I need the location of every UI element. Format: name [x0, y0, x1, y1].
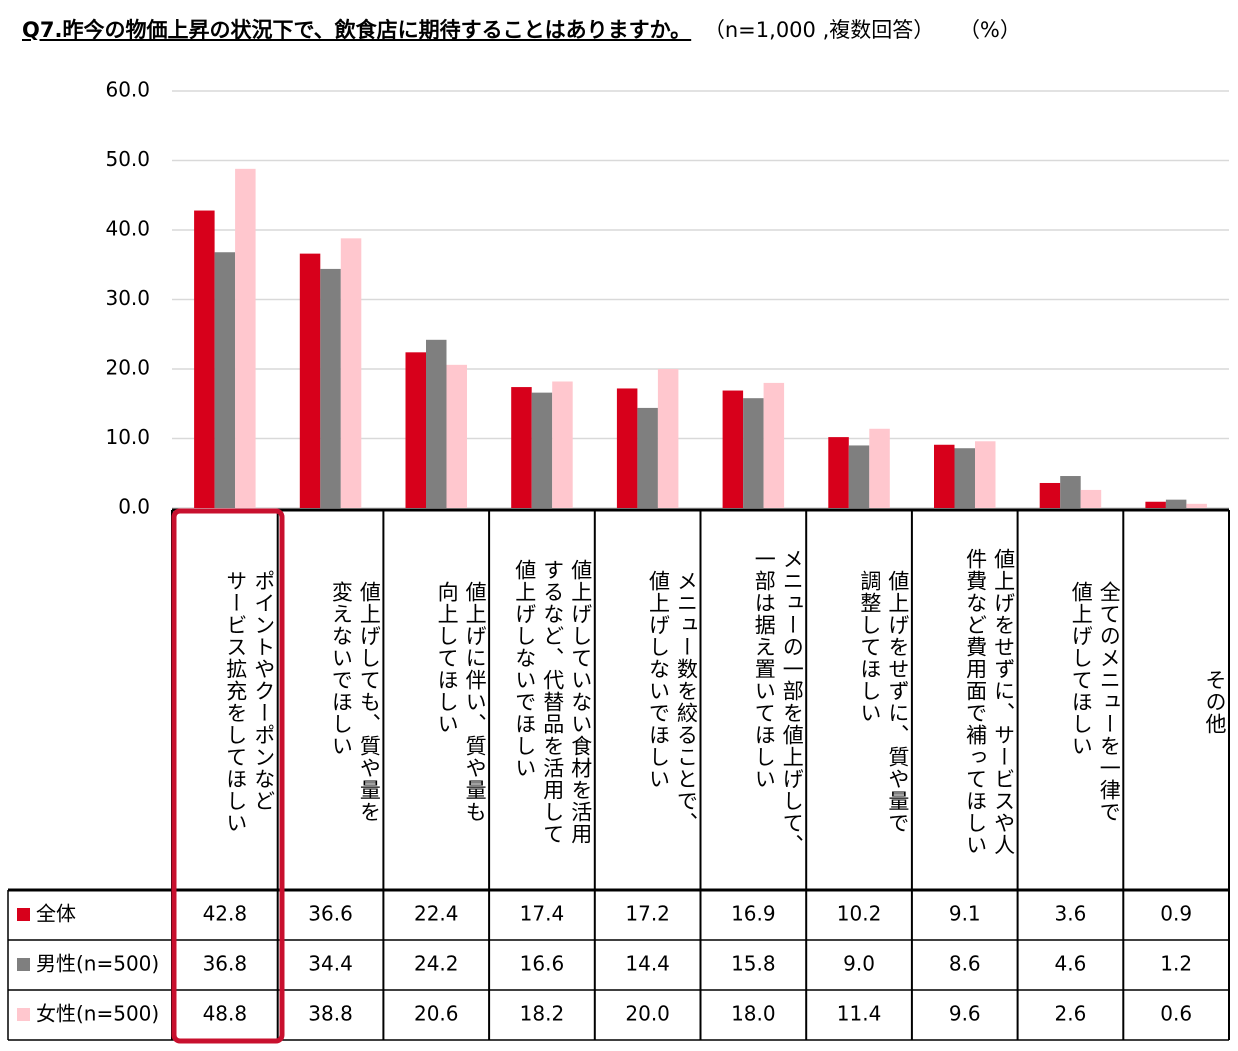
legend-label: 女性(n=500): [36, 1002, 159, 1026]
highlight-box: [171, 508, 285, 1044]
table-value: 20.0: [625, 1002, 670, 1026]
bar: [1060, 476, 1081, 508]
y-tick-label: 60.0: [105, 78, 150, 102]
legend-swatch: [17, 1008, 30, 1021]
category-label: 全てのメニューを一律で 値上げしてほしい: [1069, 581, 1122, 823]
category-label: 値上げをせずに、サービスや人 件費など費用面で補ってほしい: [963, 548, 1016, 856]
table-value: 34.4: [308, 952, 353, 976]
table-value: 1.2: [1160, 952, 1192, 976]
bar: [975, 441, 996, 508]
table-value: 22.4: [414, 902, 459, 926]
bar: [763, 382, 785, 508]
table-value: 8.6: [949, 952, 981, 976]
table-value: 9.1: [949, 902, 981, 926]
bar: [320, 268, 341, 508]
category-label: その他: [1202, 669, 1227, 735]
bar: [616, 388, 638, 508]
table-value: 10.2: [837, 902, 882, 926]
bar: [446, 364, 467, 508]
category-label: ポイントやクーポンなど サービス拡充をしてほしい: [223, 570, 276, 834]
category-label: メニューの一部を値上げして、 一部は据え置いてほしい: [752, 548, 805, 856]
y-tick-label: 20.0: [105, 356, 150, 380]
table-value: 17.4: [520, 902, 565, 926]
bar: [869, 428, 890, 508]
bar: [1165, 499, 1187, 508]
category-label: 値上げしても、質や量を 変えないでほしい: [329, 581, 382, 823]
table-value: 4.6: [1055, 952, 1087, 976]
table-value: 36.8: [203, 952, 248, 976]
table-value: 16.9: [731, 902, 776, 926]
legend-swatch: [17, 958, 30, 971]
table-value: 38.8: [308, 1002, 353, 1026]
table-value: 16.6: [520, 952, 565, 976]
bar: [531, 392, 553, 508]
bar: [848, 445, 870, 508]
legend-label: 全体: [36, 902, 76, 926]
category-label: 値上げに伴い、質や量も 向上してほしい: [435, 581, 488, 823]
y-tick-label: 0.0: [118, 495, 150, 519]
table-value: 20.6: [414, 1002, 459, 1026]
table-value: 17.2: [625, 902, 670, 926]
category-label: メニュー数を絞ることで、 値上げしないでほしい: [646, 570, 699, 834]
table-value: 0.6: [1160, 1002, 1192, 1026]
category-label: 値上げしていない食材を活用 するなど、代替品を活用して 値上げしないでほしい: [512, 559, 593, 845]
bar: [722, 390, 744, 508]
bar: [934, 444, 955, 508]
bar: [1080, 489, 1102, 508]
bar: [511, 387, 532, 508]
table-value: 3.6: [1055, 902, 1087, 926]
subtitle: （n=1,000 ,複数回答）: [703, 18, 935, 42]
chart-title: Q7.昨今の物価上昇の状況下で、飲食店に期待することはありますか。: [22, 18, 692, 42]
bar: [235, 168, 256, 508]
y-tick-label: 50.0: [105, 147, 150, 171]
legend-swatch: [17, 908, 30, 921]
bar: [405, 352, 426, 508]
bar: [552, 381, 573, 508]
bar: [828, 437, 849, 508]
legend-label: 男性(n=500): [36, 952, 159, 976]
y-tick-label: 40.0: [105, 217, 150, 241]
table-value: 9.6: [949, 1002, 981, 1026]
table-value: 18.0: [731, 1002, 776, 1026]
table-value: 11.4: [837, 1002, 882, 1026]
bar: [743, 398, 764, 508]
table-value: 2.6: [1055, 1002, 1087, 1026]
bar: [1039, 482, 1061, 508]
table-value: 24.2: [414, 952, 459, 976]
table-value: 14.4: [625, 952, 670, 976]
bar: [1145, 501, 1166, 508]
table-value: 18.2: [520, 1002, 565, 1026]
bar: [194, 210, 215, 509]
header: Q7.昨今の物価上昇の状況下で、飲食店に期待することはありますか。 （n=1,0…: [22, 14, 1021, 44]
bar: [954, 448, 975, 508]
bar: [637, 407, 658, 508]
category-label: 値上げをせずに、質や量で 調整してほしい: [857, 570, 910, 834]
bar: [299, 253, 321, 508]
table-value: 0.9: [1160, 902, 1192, 926]
table-value: 9.0: [843, 952, 875, 976]
bar: [426, 339, 447, 508]
bar: [1186, 503, 1207, 508]
table-value: 15.8: [731, 952, 776, 976]
table-value: 48.8: [203, 1002, 248, 1026]
y-tick-label: 10.0: [105, 425, 150, 449]
y-tick-label: 30.0: [105, 286, 150, 310]
table-value: 42.8: [203, 902, 248, 926]
bar: [657, 369, 679, 508]
unit: （%）: [958, 18, 1021, 42]
bar: [214, 252, 236, 508]
table-value: 36.6: [308, 902, 353, 926]
bar: [340, 238, 362, 508]
